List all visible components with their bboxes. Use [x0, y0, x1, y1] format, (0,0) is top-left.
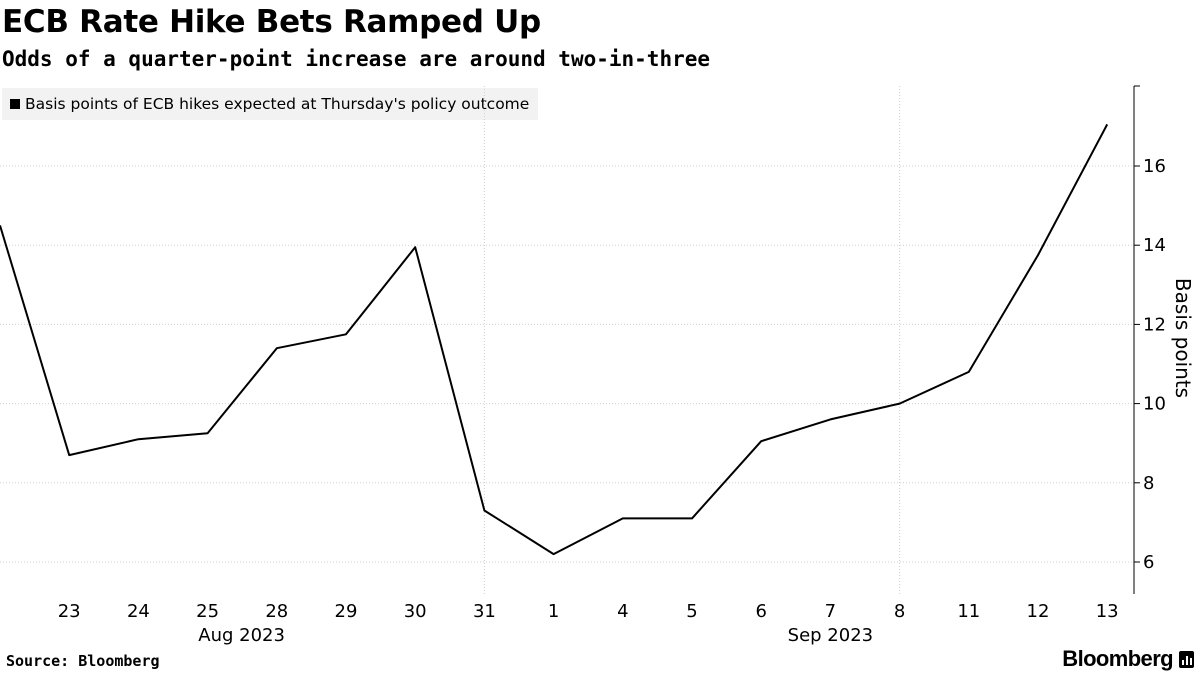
y-tick-label: 6	[1143, 552, 1154, 573]
x-tick-label: 7	[825, 601, 836, 622]
brand-logo: Bloomberg	[1062, 646, 1194, 672]
x-tick-label: 6	[755, 601, 766, 622]
legend-label: Basis points of ECB hikes expected at Th…	[25, 95, 530, 113]
y-tick-label: 14	[1143, 235, 1166, 256]
x-tick-label: 12	[1027, 601, 1050, 622]
y-tick-label: 16	[1143, 156, 1166, 177]
series-line	[0, 123, 1109, 556]
x-tick-label: 1	[548, 601, 559, 622]
x-tick-label: 8	[894, 601, 905, 622]
x-month-label: Sep 2023	[788, 625, 873, 646]
y-tick-label: 12	[1143, 314, 1166, 335]
x-month-label: Aug 2023	[198, 625, 285, 646]
x-tick-label: 31	[473, 601, 496, 622]
chart-subtitle: Odds of a quarter-point increase are aro…	[2, 47, 711, 71]
x-tick-label: 4	[617, 601, 628, 622]
x-tick-label: 30	[404, 601, 427, 622]
x-tick-label: 24	[127, 601, 150, 622]
y-tick-label: 8	[1143, 473, 1154, 494]
x-tick-label: 28	[265, 601, 288, 622]
x-tick-label: 11	[957, 601, 980, 622]
legend-swatch-icon	[10, 99, 20, 109]
brand-name: Bloomberg	[1062, 646, 1173, 671]
y-axis-title: Basis points	[1171, 278, 1195, 398]
chart-title: ECB Rate Hike Bets Ramped Up	[2, 4, 541, 40]
y-tick-label: 10	[1143, 394, 1166, 415]
legend: Basis points of ECB hikes expected at Th…	[2, 88, 539, 120]
x-tick-label: 13	[1096, 601, 1119, 622]
source-note: Source: Bloomberg	[6, 652, 160, 670]
x-tick-label: 29	[335, 601, 358, 622]
x-tick-label: 23	[58, 601, 81, 622]
x-tick-label: 5	[686, 601, 697, 622]
brand-chart-icon	[1179, 650, 1194, 668]
x-tick-label: 25	[196, 601, 219, 622]
